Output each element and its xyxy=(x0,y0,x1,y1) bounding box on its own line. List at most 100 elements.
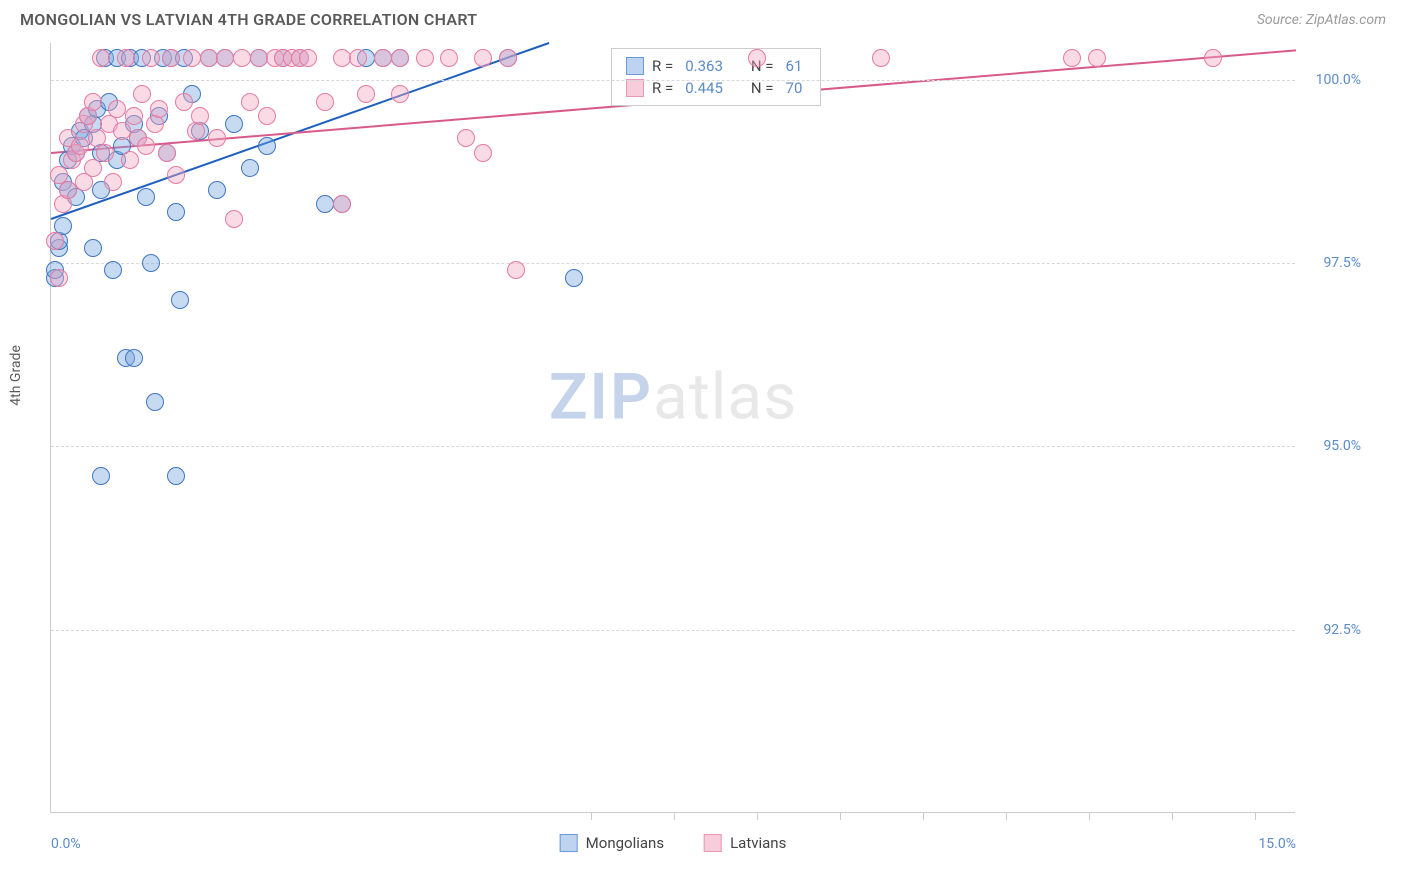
legend-r-value-0: 0.363 xyxy=(685,57,723,75)
scatter-point xyxy=(565,269,583,287)
scatter-point xyxy=(167,467,185,485)
scatter-point xyxy=(125,349,143,367)
legend-n-value-1: 70 xyxy=(786,79,803,97)
scatter-point xyxy=(333,49,351,67)
scatter-point xyxy=(175,93,193,111)
scatter-point xyxy=(92,49,110,67)
scatter-point xyxy=(748,49,766,67)
scatter-point xyxy=(113,122,131,140)
legend-r-label: R = xyxy=(652,79,673,97)
scatter-point xyxy=(46,232,64,250)
scatter-point xyxy=(208,181,226,199)
scatter-point xyxy=(92,467,110,485)
x-tick xyxy=(1172,812,1173,820)
bottom-legend-mongolians: Mongolians xyxy=(560,834,664,852)
scatter-point xyxy=(225,210,243,228)
scatter-point xyxy=(357,85,375,103)
scatter-point xyxy=(133,85,151,103)
scatter-point xyxy=(158,144,176,162)
legend-row-series-0: R = 0.363 N = 61 xyxy=(626,55,806,77)
bottom-legend-latvians: Latvians xyxy=(704,834,786,852)
scatter-point xyxy=(117,49,135,67)
scatter-point xyxy=(200,49,218,67)
scatter-point xyxy=(474,49,492,67)
scatter-point xyxy=(167,166,185,184)
scatter-point xyxy=(104,173,122,191)
x-tick xyxy=(1255,812,1256,820)
y-tick-label: 97.5% xyxy=(1301,255,1361,271)
gridline-h xyxy=(51,630,1295,631)
scatter-point xyxy=(142,254,160,272)
scatter-point xyxy=(208,129,226,147)
legend-n-value-0: 61 xyxy=(786,57,803,75)
trend-lines-svg xyxy=(51,43,1296,813)
chart-container: 4th Grade ZIPatlas R = 0.363 N = 61 R = … xyxy=(50,43,1366,813)
scatter-point xyxy=(374,49,392,67)
scatter-point xyxy=(216,49,234,67)
scatter-point xyxy=(416,49,434,67)
scatter-point xyxy=(137,188,155,206)
scatter-point xyxy=(299,49,317,67)
scatter-point xyxy=(225,115,243,133)
scatter-point xyxy=(84,239,102,257)
scatter-point xyxy=(499,49,517,67)
scatter-point xyxy=(150,100,168,118)
scatter-point xyxy=(316,195,334,213)
scatter-point xyxy=(333,195,351,213)
legend-swatch-mongolians xyxy=(626,57,644,75)
x-tick xyxy=(840,812,841,820)
scatter-point xyxy=(233,49,251,67)
legend-swatch-latvians xyxy=(626,79,644,97)
scatter-point xyxy=(349,49,367,67)
scatter-point xyxy=(1204,49,1222,67)
scatter-point xyxy=(96,144,114,162)
scatter-point xyxy=(258,137,276,155)
legend-r-value-1: 0.445 xyxy=(685,79,723,97)
chart-title: MONGOLIAN VS LATVIAN 4TH GRADE CORRELATI… xyxy=(20,10,477,29)
legend-label-mongolians: Mongolians xyxy=(586,834,664,852)
scatter-point xyxy=(474,144,492,162)
y-tick-label: 100.0% xyxy=(1301,72,1361,88)
scatter-point xyxy=(50,269,68,287)
correlation-legend-box: R = 0.363 N = 61 R = 0.445 N = 70 xyxy=(611,48,821,106)
x-tick xyxy=(674,812,675,820)
x-tick xyxy=(1089,812,1090,820)
y-axis-label: 4th Grade xyxy=(8,345,24,406)
scatter-point xyxy=(104,261,122,279)
bottom-legend: Mongolians Latvians xyxy=(560,834,787,852)
watermark-light: atlas xyxy=(653,359,797,434)
scatter-point xyxy=(162,49,180,67)
watermark-bold: ZIP xyxy=(549,359,653,434)
scatter-point xyxy=(440,49,458,67)
gridline-h xyxy=(51,263,1295,264)
x-tick xyxy=(1006,812,1007,820)
legend-label-latvians: Latvians xyxy=(730,834,786,852)
source-label: Source: ZipAtlas.com xyxy=(1257,12,1386,28)
x-tick xyxy=(591,812,592,820)
scatter-point xyxy=(1088,49,1106,67)
scatter-point xyxy=(137,137,155,155)
scatter-point xyxy=(71,137,89,155)
watermark: ZIPatlas xyxy=(549,359,797,434)
scatter-point xyxy=(241,93,259,111)
x-tick xyxy=(757,812,758,820)
scatter-point xyxy=(146,393,164,411)
scatter-point xyxy=(457,129,475,147)
scatter-point xyxy=(250,49,268,67)
gridline-h xyxy=(51,80,1295,81)
x-tick xyxy=(923,812,924,820)
y-tick-label: 95.0% xyxy=(1301,438,1361,454)
y-tick-label: 92.5% xyxy=(1301,622,1361,638)
scatter-point xyxy=(507,261,525,279)
scatter-point xyxy=(142,49,160,67)
x-tick-label: 0.0% xyxy=(51,836,81,852)
legend-r-label: R = xyxy=(652,57,673,75)
legend-swatch-latvians xyxy=(704,834,722,852)
scatter-point xyxy=(125,107,143,125)
scatter-point xyxy=(191,107,209,125)
scatter-point xyxy=(183,49,201,67)
scatter-point xyxy=(121,151,139,169)
plot-area: ZIPatlas R = 0.363 N = 61 R = 0.445 N = … xyxy=(50,43,1295,813)
scatter-point xyxy=(84,93,102,111)
scatter-point xyxy=(171,291,189,309)
